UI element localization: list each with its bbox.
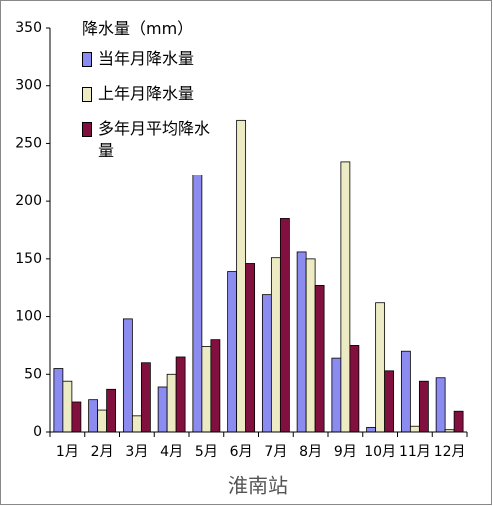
x-tick-label: 6月 <box>230 444 253 460</box>
y-tick-label: 0 <box>33 424 42 440</box>
bar <box>331 357 342 433</box>
x-tick-label: 9月 <box>334 444 357 460</box>
bar <box>261 294 272 433</box>
bar <box>400 350 411 433</box>
bar <box>106 388 117 433</box>
legend: 降水量（mm） 当年月降水量 上年月降水量多年月平均降水量 <box>78 18 228 175</box>
bar <box>409 425 420 433</box>
x-tick-label: 8月 <box>299 444 322 460</box>
bar <box>131 415 142 433</box>
bar <box>71 401 82 433</box>
x-axis-title: 淮南站 <box>228 474 288 498</box>
legend-label: 多年月平均降水量 <box>98 119 211 160</box>
x-tick-label: 4月 <box>160 444 183 460</box>
bar <box>210 339 221 433</box>
legend-title: 降水量（mm） <box>82 19 194 38</box>
bar <box>62 380 73 433</box>
y-tick-label: 300 <box>15 78 42 94</box>
x-tick-label: 5月 <box>195 444 218 460</box>
legend-label: 上年月降水量 <box>98 84 195 103</box>
legend-swatch <box>82 87 92 102</box>
bar <box>305 258 316 433</box>
bar <box>435 377 446 433</box>
bar <box>340 161 351 433</box>
y-tick-label: 100 <box>15 309 42 325</box>
bar <box>201 346 212 433</box>
y-tick-label: 250 <box>15 135 42 151</box>
x-tick-label: 3月 <box>125 444 148 460</box>
bar <box>270 257 281 433</box>
y-tick-label: 350 <box>15 20 42 36</box>
bar <box>296 251 307 433</box>
bar <box>366 426 377 433</box>
legend-swatch <box>82 52 92 67</box>
bar <box>122 318 133 433</box>
bar <box>157 386 168 433</box>
bar <box>314 285 325 433</box>
bar <box>53 368 64 433</box>
x-tick-label: 7月 <box>264 444 287 460</box>
x-tick-label: 11月 <box>399 444 431 460</box>
legend-item: 当年月降水量 <box>78 48 228 70</box>
bar <box>418 380 429 433</box>
x-tick-label: 2月 <box>91 444 114 460</box>
bar <box>453 410 464 433</box>
bar <box>279 218 290 433</box>
legend-item: 上年月降水量 <box>78 83 228 105</box>
bar <box>245 263 256 433</box>
y-tick-label: 150 <box>15 251 42 267</box>
legend-label: 当年月降水量 <box>98 49 195 68</box>
bar <box>375 302 386 433</box>
bar <box>192 169 203 433</box>
bar <box>97 409 108 433</box>
bar <box>349 345 360 433</box>
bar <box>175 356 186 433</box>
x-tick-label: 1月 <box>56 444 79 460</box>
bar <box>227 271 238 433</box>
x-tick-label: 10月 <box>364 444 396 460</box>
bar <box>140 362 151 433</box>
bar <box>384 370 395 433</box>
y-tick-label: 50 <box>24 366 42 382</box>
bar <box>166 373 177 433</box>
legend-item: 多年月平均降水量 <box>78 118 228 162</box>
bar <box>88 399 99 433</box>
y-tick-label: 200 <box>15 193 42 209</box>
legend-swatch <box>82 122 92 137</box>
x-tick-label: 12月 <box>434 444 466 460</box>
bar <box>236 119 247 433</box>
